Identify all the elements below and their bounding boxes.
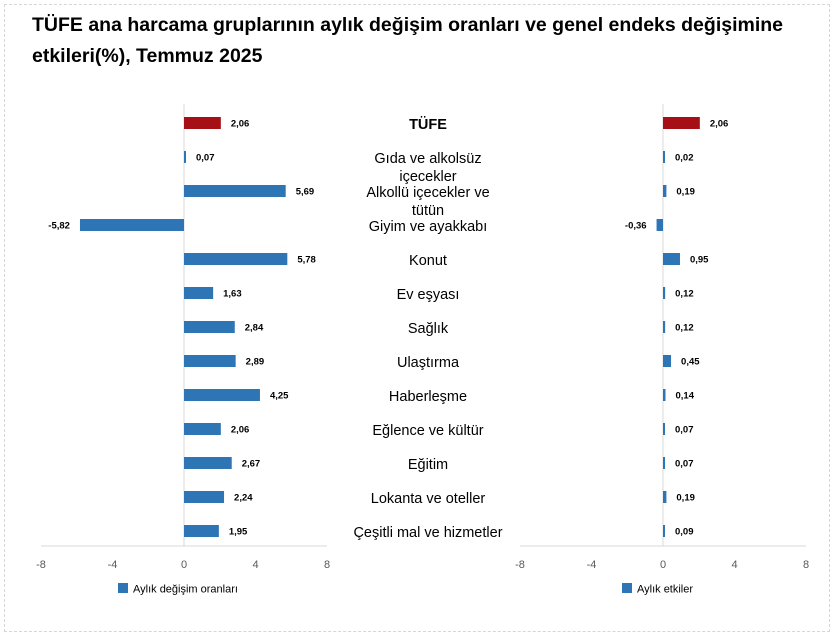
data-label: 2,24 [234,493,253,504]
x-tick-label: 4 [252,559,258,571]
category-label-line: Ulaştırma [397,355,460,371]
data-label: 2,89 [246,357,265,368]
x-tick-label: 0 [660,559,666,571]
category-label: Ulaştırma [397,355,460,371]
data-label: 0,45 [681,357,700,368]
data-label: 2,06 [710,119,729,130]
category-label-line: Alkollü içecekler ve [366,185,489,201]
x-tick-label: -8 [515,559,525,571]
bar [656,219,663,231]
data-label: 0,19 [676,493,695,504]
data-label: 0,09 [675,527,694,538]
data-label: -5,82 [48,221,70,232]
category-label-line: Sağlık [408,321,449,337]
legend-label: Aylık etkiler [637,584,693,596]
data-label: 0,14 [676,391,695,402]
data-label: 2,84 [245,323,264,334]
data-label: 2,06 [231,425,250,436]
chart-title: TÜFE ana harcama gruplarının aylık değiş… [32,14,784,67]
category-label-line: Gıda ve alkolsüz [374,151,481,167]
category-label: Haberleşme [389,389,467,405]
data-label: 2,67 [242,459,261,470]
bar [663,253,680,265]
bar [663,389,666,401]
data-label: 1,95 [229,527,248,538]
data-label: 0,07 [196,153,215,164]
bar [184,151,186,163]
category-label: Lokanta ve oteller [371,491,486,507]
bar [79,219,184,231]
category-label: Çeşitli mal ve hizmetler [353,525,502,541]
data-label: 2,06 [231,119,250,130]
category-label: Gıda ve alkolsüz içecekler [374,151,481,185]
category-label: TÜFE [409,116,447,133]
data-label: 4,25 [270,391,289,402]
x-tick-label: 0 [181,559,187,571]
bar [663,185,667,197]
bar [663,457,665,469]
legend-label: Aylık değişim oranları [133,584,238,596]
category-label-line: tütün [412,203,444,219]
bar [184,117,221,129]
category-label-line: Çeşitli mal ve hizmetler [353,525,502,541]
bar [184,525,219,537]
x-tick-label: -4 [108,559,118,571]
data-label: 0,12 [675,289,694,300]
data-label: 0,95 [690,255,709,266]
category-label-line: Giyim ve ayakkabı [369,219,487,235]
legend-swatch [622,583,632,593]
x-tick-label: 8 [324,559,330,571]
bar [663,321,666,333]
bar [184,389,260,401]
x-tick-label: 8 [803,559,809,571]
bar [663,151,665,163]
category-label-line: Lokanta ve oteller [371,491,486,507]
category-label: Sağlık [408,321,449,337]
data-label: 5,78 [297,255,316,266]
bar [663,355,672,367]
category-label-line: Eğitim [408,457,448,473]
category-label-line: içecekler [399,169,456,185]
bar [184,423,221,435]
bar [184,253,288,265]
category-label: Alkollü içecekler ve tütün [366,185,489,219]
bar [184,321,235,333]
data-label: 0,02 [675,153,694,164]
bar [663,117,700,129]
x-tick-label: -4 [587,559,597,571]
data-label: 0,07 [675,425,694,436]
data-label: 0,07 [675,459,694,470]
chart-frame [4,4,830,632]
bar [663,525,665,537]
bar [663,287,666,299]
category-label-line: Eğlence ve kültür [372,423,483,439]
data-label: 0,12 [675,323,694,334]
legend-swatch [118,583,128,593]
bar [184,287,214,299]
bar [184,355,236,367]
category-label-line: Konut [409,253,447,269]
data-label: 1,63 [223,289,242,300]
category-label-line: Ev eşyası [397,287,460,303]
bar [184,491,225,503]
bar [184,457,232,469]
category-label: Konut [409,253,447,269]
data-label: 5,69 [296,187,315,198]
category-label: Eğlence ve kültür [372,423,483,439]
bar [184,185,286,197]
bar [663,491,667,503]
bar [663,423,665,435]
category-label-line: Haberleşme [389,389,467,405]
category-label: Giyim ve ayakkabı [369,219,487,235]
data-label: -0,36 [625,221,647,232]
x-tick-label: -8 [36,559,46,571]
category-label: Ev eşyası [397,287,460,303]
category-label: Eğitim [408,457,448,473]
data-label: 0,19 [676,187,695,198]
category-label-line: TÜFE [409,116,447,133]
x-tick-label: 4 [731,559,737,571]
